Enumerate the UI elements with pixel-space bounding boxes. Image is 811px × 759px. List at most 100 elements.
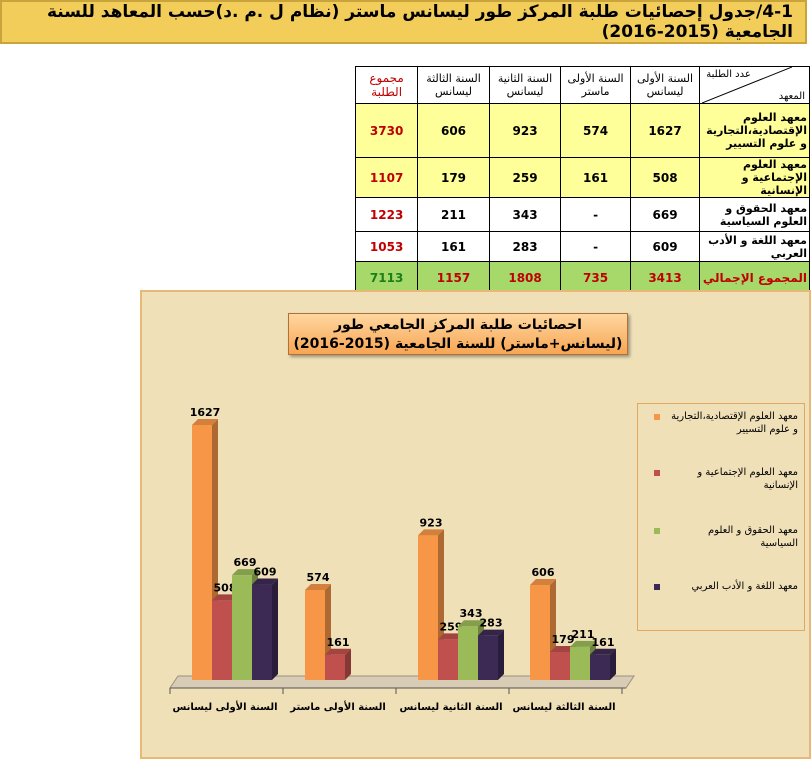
bar-front xyxy=(418,535,438,680)
table-cell: 343 xyxy=(488,197,562,232)
bar-side xyxy=(345,648,351,680)
bar-front xyxy=(438,639,458,680)
bar-top xyxy=(192,419,218,425)
table-cell: 508 xyxy=(629,157,701,198)
legend-label: معهد العلوم الإقتصادية،التجارية و علوم ا… xyxy=(671,411,798,435)
bar-top xyxy=(570,640,596,647)
chart-legend: معهد العلوم الإقتصادية،التجارية و علوم ا… xyxy=(637,403,805,631)
table-cell: 923 xyxy=(488,103,562,158)
header-cell: السنة الثانية ليسانس xyxy=(488,66,562,104)
chart-title: احصائيات طلبة المركز الجامعي طور (ليسانس… xyxy=(288,313,628,355)
table-cell: 1627 xyxy=(629,103,701,158)
table-cell: - xyxy=(560,231,631,262)
institute-name: معهد الحقوق و العلوم السياسية xyxy=(699,197,810,232)
data-label: 211 xyxy=(572,628,595,641)
bar-top xyxy=(232,569,258,576)
row-total: 1223 xyxy=(354,197,419,232)
bar-side xyxy=(610,648,616,680)
bar-top xyxy=(530,579,556,586)
bar xyxy=(590,648,616,680)
bar xyxy=(252,578,278,680)
x-tick-label: السنة الأولى ماستر xyxy=(290,702,386,713)
bar-top xyxy=(458,620,484,627)
bar-top xyxy=(418,529,444,536)
bar-front xyxy=(590,654,610,680)
legend-swatch xyxy=(654,414,660,420)
x-tick-label: السنة الثانية ليسانس xyxy=(399,702,503,713)
data-label: 1627 xyxy=(190,406,221,419)
bar-side xyxy=(272,578,278,680)
bar-top xyxy=(550,645,576,652)
table-cell: 574 xyxy=(560,103,631,158)
corner-top-label: عدد الطلبة xyxy=(706,69,751,80)
data-label: 161 xyxy=(327,636,350,649)
table-cell: - xyxy=(560,197,631,232)
bar-front xyxy=(212,600,232,680)
grand-cell: 3413 xyxy=(629,261,701,294)
institute-name: معهد اللغة و الأدب العربي xyxy=(699,231,810,262)
legend-swatch xyxy=(654,528,660,534)
table-cell: 283 xyxy=(488,231,562,262)
data-label: 923 xyxy=(420,516,443,529)
data-label: 609 xyxy=(254,566,277,579)
data-label: 259 xyxy=(440,620,463,633)
x-tick-label: السنة الأولى ليسانس xyxy=(172,702,278,713)
corner-bottom-label: المعهد xyxy=(778,91,805,102)
data-label: 508 xyxy=(214,581,237,594)
data-label: 283 xyxy=(480,617,503,630)
bar-front xyxy=(458,626,478,680)
corner-header-cell: عدد الطلبة المعهد xyxy=(699,66,810,104)
legend-item: معهد العلوم الإجتماعية و الإنسانية xyxy=(648,466,798,492)
legend-label: معهد اللغة و الأدب العربي xyxy=(691,581,798,592)
institute-name: معهد العلوم الإقتصادية،التجارية و علوم ا… xyxy=(699,103,810,158)
document-title: 4-1/جدول إحصائيات طلبة المركز طور ليسانس… xyxy=(47,2,793,42)
bar-top xyxy=(305,584,331,591)
bar-side xyxy=(498,629,504,680)
data-label: 161 xyxy=(592,636,615,649)
bar-front xyxy=(192,425,212,680)
grand-total-row: المجموع الإجمالي 3413 735 1808 1157 7113 xyxy=(354,261,810,294)
bar-top xyxy=(325,648,351,655)
row-total: 3730 xyxy=(354,103,419,158)
legend-item: معهد الحقوق و العلوم السياسية xyxy=(648,524,798,550)
bar-front xyxy=(305,590,325,680)
bar-front xyxy=(232,575,252,680)
grand-cell: 735 xyxy=(560,261,631,294)
bar-front xyxy=(325,654,345,680)
legend-swatch xyxy=(654,470,660,476)
table-cell: 259 xyxy=(488,157,562,198)
legend-item: معهد العلوم الإقتصادية،التجارية و علوم ا… xyxy=(648,410,798,436)
bar-top xyxy=(252,578,278,585)
diagonal-line xyxy=(702,67,793,103)
data-label: 574 xyxy=(307,571,330,584)
header-cell: السنة الأولى ليسانس xyxy=(629,66,701,104)
document-title-bar: 4-1/جدول إحصائيات طلبة المركز طور ليسانس… xyxy=(0,0,807,44)
row-total: 1107 xyxy=(354,157,419,198)
legend-label: معهد العلوم الإجتماعية و الإنسانية xyxy=(697,467,798,491)
table-cell: 609 xyxy=(629,231,701,262)
data-label: 606 xyxy=(532,566,555,579)
bar-front xyxy=(530,585,550,680)
table-row: معهد اللغة و الأدب العربي 609 - 283 161 … xyxy=(354,231,810,262)
bar-top xyxy=(438,633,464,640)
table-cell: 161 xyxy=(417,231,490,262)
bar-front xyxy=(252,584,272,680)
bar-front xyxy=(478,635,498,680)
table-cell: 606 xyxy=(417,103,490,158)
legend-swatch xyxy=(654,584,660,590)
x-tick-label: السنة الثالثة ليسانس xyxy=(512,702,616,713)
grand-cell: 1808 xyxy=(488,261,562,294)
bar-front xyxy=(570,646,590,680)
bar xyxy=(478,629,504,680)
bar xyxy=(325,648,351,680)
table-row: معهد العلوم الإجتماعية و الإنسانية 508 1… xyxy=(354,157,810,198)
bar xyxy=(418,529,444,680)
grand-total: 7113 xyxy=(354,261,419,294)
institute-name: معهد العلوم الإجتماعية و الإنسانية xyxy=(699,157,810,198)
header-cell: السنة الأولى ماستر xyxy=(560,66,631,104)
header-cell: السنة الثالثة ليسانس xyxy=(417,66,490,104)
legend-label: معهد الحقوق و العلوم السياسية xyxy=(708,525,798,549)
table-row: معهد الحقوق و العلوم السياسية 669 - 343 … xyxy=(354,197,810,232)
students-table: عدد الطلبة المعهد السنة الأولى ليسانس ال… xyxy=(354,66,810,294)
